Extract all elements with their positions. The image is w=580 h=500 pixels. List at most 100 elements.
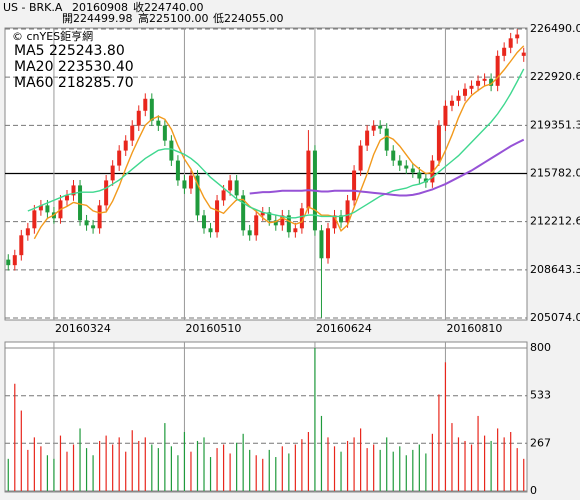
candle-body	[123, 140, 128, 151]
volume-bar	[138, 440, 140, 491]
y-tick-label: 215782.00	[530, 167, 580, 180]
watermark: © cnYES鉅亨網	[12, 29, 93, 43]
y-tick-label: 212212.67	[530, 215, 580, 228]
volume-bar	[170, 446, 172, 491]
volume-bar	[418, 444, 420, 491]
low-price: 低224055.00	[213, 12, 284, 25]
y-tick-label: 0	[530, 484, 537, 497]
volume-bar	[27, 449, 29, 491]
candle-body	[299, 208, 304, 229]
volume-bar	[183, 432, 186, 491]
candle-body	[332, 215, 337, 229]
candle-body	[489, 78, 494, 86]
candle-body	[306, 150, 311, 209]
volume-bar	[412, 449, 414, 491]
volume-bar	[470, 444, 473, 491]
candle-body	[423, 178, 428, 183]
y-tick-label: 533	[530, 389, 551, 402]
volume-bar	[457, 437, 460, 491]
candle-body	[319, 230, 324, 259]
volume-bar	[40, 446, 42, 491]
candle-body	[495, 55, 500, 86]
candle-body	[476, 80, 481, 86]
candle-body	[110, 165, 115, 181]
y-tick-label: 226490.00	[530, 22, 580, 35]
candle-body	[352, 170, 357, 201]
y-tick-label: 208643.33	[530, 263, 580, 276]
volume-bar	[72, 444, 75, 491]
candle-body	[371, 125, 376, 131]
volume-bar	[151, 444, 153, 491]
candle-body	[325, 228, 330, 259]
candle-body	[339, 215, 344, 223]
volume-bar	[79, 428, 81, 491]
candle-body	[384, 128, 389, 151]
symbol: US - BRK.A	[3, 1, 63, 14]
candle-body	[456, 95, 461, 101]
candle-body	[293, 228, 298, 233]
volume-bar	[203, 437, 205, 491]
legend-entry: MA20 223530.40	[14, 59, 134, 75]
volume-bar	[510, 432, 512, 491]
volume-bar	[164, 423, 166, 491]
volume-bar	[425, 453, 427, 491]
volume-bar	[353, 437, 355, 491]
candle-body	[410, 168, 415, 173]
candle-body	[162, 125, 167, 141]
volume-bar	[340, 451, 342, 491]
volume-bar	[301, 439, 303, 491]
candle-body	[521, 52, 526, 56]
candle-body	[117, 150, 122, 166]
volume-bar	[262, 458, 264, 491]
candle-body	[358, 145, 363, 171]
volume-bar	[360, 428, 362, 491]
volume-bar	[288, 453, 290, 491]
volume-bar	[516, 448, 518, 491]
candle-body	[130, 125, 135, 141]
candle-body	[195, 175, 200, 216]
candle-body	[254, 215, 259, 236]
volume-bar	[503, 437, 505, 491]
x-tick-label: 20160510	[185, 322, 241, 335]
volume-bar	[216, 448, 218, 491]
y-tick-label: 800	[530, 341, 551, 354]
candle-body	[221, 190, 226, 201]
volume-bar	[392, 451, 394, 491]
candle-body	[182, 180, 187, 189]
candle-body	[273, 220, 278, 226]
x-tick-label: 20160624	[316, 322, 372, 335]
volume-bar	[366, 448, 368, 491]
candle-body	[234, 180, 239, 196]
candle-body	[508, 38, 513, 48]
candle-body	[19, 235, 24, 256]
volume-bar	[112, 444, 114, 491]
x-tick-label: 20160810	[446, 322, 502, 335]
y-tick-label: 219351.33	[530, 118, 580, 131]
high-price: 高225100.00	[138, 11, 209, 25]
candle-body	[345, 200, 350, 223]
y-tick-label: 205074.00	[530, 311, 580, 324]
candle-body	[515, 34, 520, 39]
candle-body	[78, 185, 83, 221]
candle-body	[417, 172, 422, 179]
volume-panel	[4, 341, 528, 493]
volume-bar	[405, 455, 407, 491]
candle-body	[202, 215, 207, 229]
candle-body	[449, 100, 454, 106]
volume-bar	[85, 448, 88, 491]
volume-bar	[196, 440, 199, 491]
candle-body	[443, 105, 448, 126]
candle-body	[97, 205, 102, 229]
volume-bar	[255, 455, 257, 491]
candle-body	[64, 195, 69, 201]
volume-bar	[307, 432, 310, 491]
volume-bar	[125, 451, 127, 491]
volume-bar	[92, 455, 94, 491]
volume-bar	[157, 448, 159, 491]
candle-body	[12, 255, 17, 266]
candle-body	[286, 215, 291, 233]
volume-bar	[327, 437, 329, 491]
volume-bar	[346, 440, 349, 491]
volume-bar	[14, 383, 16, 491]
